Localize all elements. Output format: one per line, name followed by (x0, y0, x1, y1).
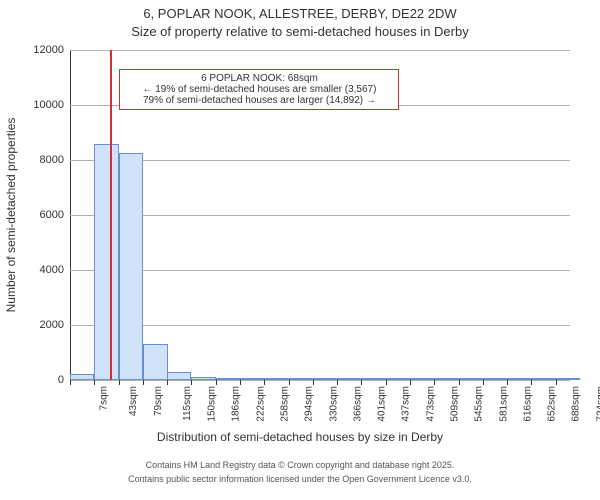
histogram-bar (94, 144, 118, 381)
x-tick-mark (167, 380, 168, 385)
x-tick-label: 258sqm (280, 386, 291, 422)
x-tick-label: 581sqm (498, 386, 509, 422)
y-gridline (70, 325, 570, 326)
x-tick-label: 616sqm (522, 386, 533, 422)
x-tick-mark (313, 380, 314, 385)
x-tick-mark (191, 380, 192, 385)
chart-container: 6, POPLAR NOOK, ALLESTREE, DERBY, DE22 2… (0, 0, 600, 500)
x-tick-mark (264, 380, 265, 385)
chart-title-2: Size of property relative to semi-detach… (0, 24, 600, 39)
annotation-line-1: 6 POPLAR NOOK: 68sqm (126, 73, 392, 84)
annotation-box: 6 POPLAR NOOK: 68sqm← 19% of semi-detach… (119, 69, 399, 110)
y-gridline (70, 160, 570, 161)
x-tick-mark (216, 380, 217, 385)
x-tick-mark (556, 380, 557, 385)
x-tick-label: 43sqm (128, 386, 139, 416)
histogram-bar (167, 372, 191, 380)
histogram-bar (240, 378, 264, 380)
histogram-bar (289, 378, 313, 380)
histogram-bar (556, 378, 580, 380)
x-tick-mark (94, 380, 95, 385)
y-gridline (70, 50, 570, 51)
histogram-bar (264, 378, 288, 380)
x-tick-mark (410, 380, 411, 385)
y-gridline (70, 270, 570, 271)
x-tick-label: 724sqm (595, 386, 600, 422)
y-tick-label: 6000 (40, 209, 70, 221)
histogram-bar (386, 378, 410, 380)
x-tick-label: 688sqm (571, 386, 582, 422)
histogram-bar (216, 378, 240, 380)
x-tick-mark (507, 380, 508, 385)
attribution-line-2: Contains public sector information licen… (0, 474, 600, 484)
y-tick-label: 0 (58, 374, 70, 386)
histogram-bar (361, 378, 385, 380)
y-gridline (70, 215, 570, 216)
x-tick-label: 401sqm (377, 386, 388, 422)
x-tick-mark (70, 380, 71, 385)
y-tick-label: 10000 (33, 99, 70, 111)
histogram-bar (459, 378, 483, 380)
x-tick-mark (361, 380, 362, 385)
x-tick-label: 545sqm (474, 386, 485, 422)
histogram-bar (434, 378, 458, 380)
plot-area: 0200040006000800010000120006 POPLAR NOOK… (70, 50, 570, 380)
histogram-bar (119, 153, 143, 380)
x-tick-label: 330sqm (328, 386, 339, 422)
x-tick-label: 366sqm (353, 386, 364, 422)
x-tick-label: 186sqm (231, 386, 242, 422)
y-tick-label: 12000 (33, 44, 70, 56)
x-axis-label: Distribution of semi-detached houses by … (0, 430, 600, 444)
histogram-bar (191, 377, 215, 380)
histogram-bar (143, 344, 167, 380)
y-tick-label: 4000 (40, 264, 70, 276)
x-tick-label: 652sqm (547, 386, 558, 422)
x-tick-mark (434, 380, 435, 385)
x-tick-mark (119, 380, 120, 385)
histogram-bar (507, 378, 531, 380)
x-tick-label: 150sqm (206, 386, 217, 422)
histogram-bar (410, 378, 434, 380)
x-tick-mark (143, 380, 144, 385)
histogram-bar (531, 378, 555, 380)
reference-line (110, 50, 112, 380)
x-tick-label: 437sqm (401, 386, 412, 422)
x-tick-mark (386, 380, 387, 385)
x-tick-label: 294sqm (304, 386, 315, 422)
histogram-bar (70, 374, 94, 380)
y-tick-label: 2000 (40, 319, 70, 331)
x-tick-mark (289, 380, 290, 385)
histogram-bar (483, 378, 507, 380)
x-tick-label: 473sqm (425, 386, 436, 422)
x-tick-label: 115sqm (182, 386, 193, 421)
x-tick-mark (531, 380, 532, 385)
x-tick-label: 79sqm (153, 386, 164, 416)
x-tick-mark (483, 380, 484, 385)
x-tick-mark (240, 380, 241, 385)
y-gridline (70, 380, 570, 381)
y-axis-label: Number of semi-detached properties (4, 118, 18, 313)
annotation-line-3: 79% of semi-detached houses are larger (… (126, 95, 392, 106)
x-tick-mark (459, 380, 460, 385)
histogram-bar (337, 378, 361, 380)
x-tick-label: 7sqm (98, 386, 109, 410)
annotation-line-2: ← 19% of semi-detached houses are smalle… (126, 84, 392, 95)
y-tick-label: 8000 (40, 154, 70, 166)
attribution-line-1: Contains HM Land Registry data © Crown c… (0, 460, 600, 470)
x-tick-label: 222sqm (255, 386, 266, 422)
x-tick-mark (337, 380, 338, 385)
chart-title-1: 6, POPLAR NOOK, ALLESTREE, DERBY, DE22 2… (0, 6, 600, 21)
x-tick-label: 509sqm (450, 386, 461, 422)
histogram-bar (313, 378, 337, 380)
